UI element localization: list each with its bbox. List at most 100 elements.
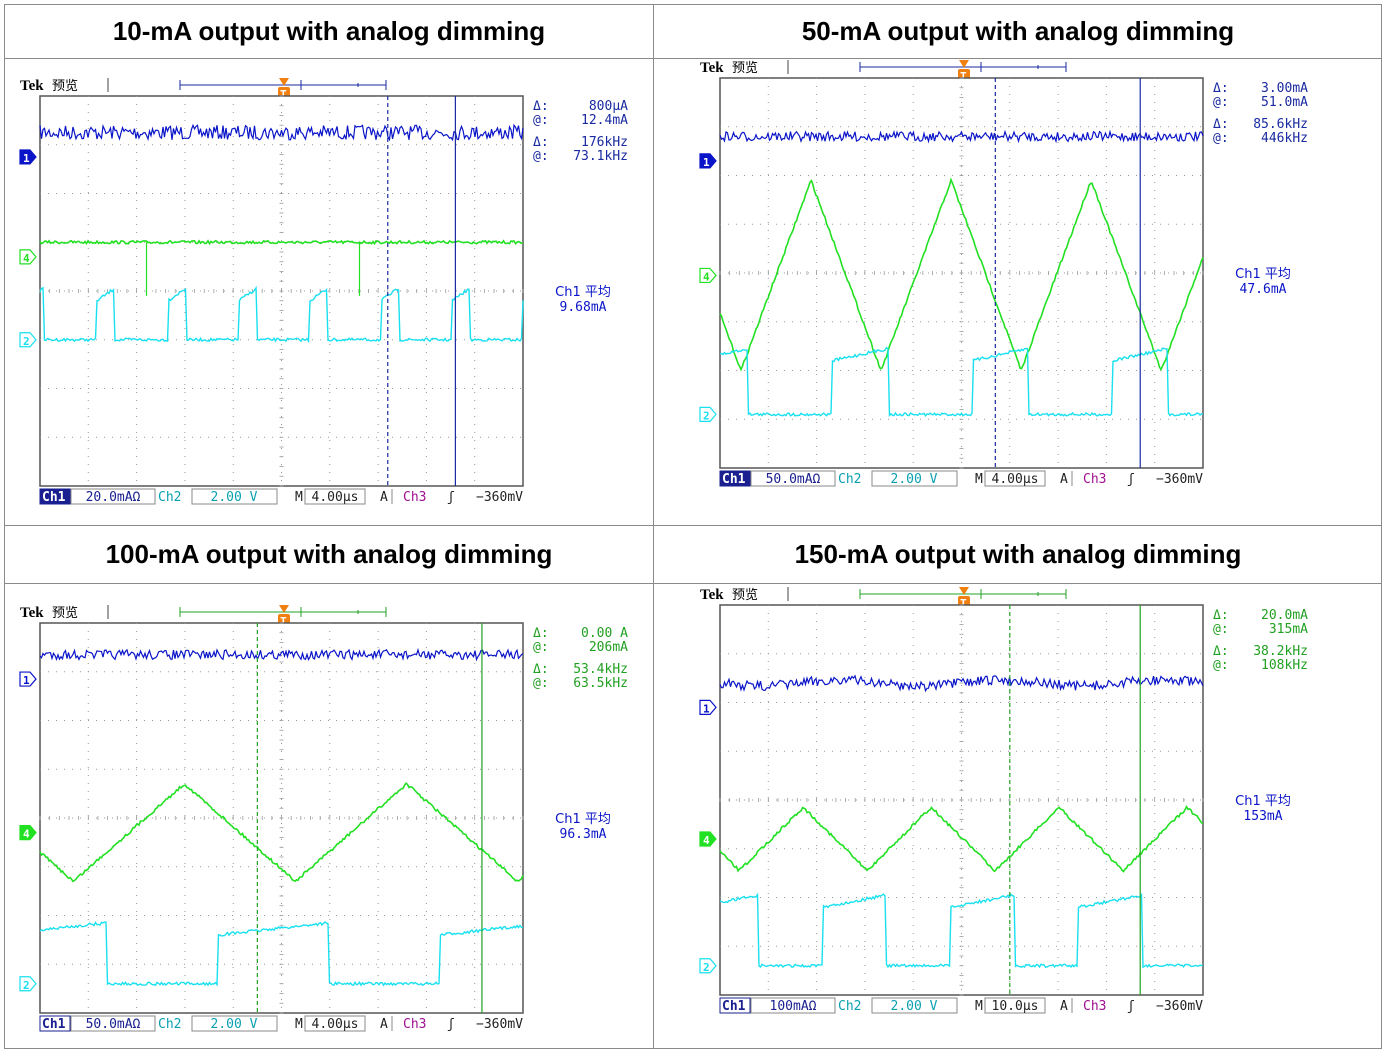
- timebase-value: 4.00µs: [992, 472, 1039, 487]
- ch2-scale-box: [871, 997, 958, 1014]
- timebase-value: 4.00µs: [312, 490, 359, 505]
- cursor-at-label: @:: [1213, 622, 1229, 637]
- ch2-status-label: Ch2: [838, 999, 861, 1014]
- ch4-trace: [719, 804, 1203, 873]
- brand-label: Tek: [700, 60, 724, 76]
- ch1-marker-label: 1: [23, 152, 30, 165]
- ch4-marker: [699, 267, 717, 284]
- freq-delta-label: Δ:: [1213, 644, 1229, 659]
- cursor-at-value: 12.4mA: [581, 113, 628, 128]
- ch1-scale-box: [70, 1015, 156, 1032]
- trigger-source: Ch3: [1083, 472, 1106, 487]
- ch2-status-label: Ch2: [838, 472, 861, 487]
- cursor-at-label: @:: [533, 640, 549, 655]
- freq-at-label: @:: [1213, 131, 1229, 146]
- scope-svg: Tek 预览 T 1 4 2 Δ: 0.00 A @: 206mA Δ: 53.4kHz @: 63.5k…: [19, 605, 628, 1032]
- trigger-slope-icon: ʃ: [447, 490, 455, 505]
- table-divider: [5, 583, 1381, 584]
- graticule: [719, 604, 1204, 996]
- ch2-marker-label: 2: [23, 335, 30, 348]
- freq-delta-label: Δ:: [1213, 117, 1229, 132]
- ch1-scale-value: 20.0mAΩ: [86, 490, 141, 505]
- ch4-trace: [719, 177, 1204, 372]
- ch4-marker: [19, 825, 37, 841]
- measurement-value: 9.68mA: [560, 300, 607, 315]
- mode-label: 预览: [732, 60, 758, 76]
- freq-at-label: @:: [533, 676, 549, 691]
- ch1-trace: [719, 674, 1204, 693]
- mode-label: 预览: [52, 605, 78, 621]
- record-length-bar: [859, 62, 1067, 72]
- graticule: [719, 77, 1204, 469]
- ch4-marker-label: 4: [703, 270, 710, 283]
- freq-at-value: 108kHz: [1261, 658, 1308, 673]
- scope-svg: Tek 预览 T 1 4 2 Δ: 20.0mA @: 315mA Δ: 38.2kHz @: 108kH…: [699, 587, 1308, 1014]
- ch1-scale-value: 100mAΩ: [770, 999, 817, 1014]
- acq-label: A: [380, 490, 388, 505]
- measurement-label: Ch1 平均: [1235, 267, 1291, 282]
- ch2-scale-box: [871, 470, 958, 487]
- trigger-position-icon: [279, 605, 289, 613]
- trigger-position-icon: [279, 78, 289, 86]
- acq-label: A: [1060, 999, 1068, 1014]
- trigger-source: Ch3: [403, 1017, 426, 1032]
- ch2-marker-label: 2: [23, 979, 30, 992]
- ch2-marker: [19, 976, 37, 992]
- ch2-marker: [699, 958, 717, 974]
- ch2-trace: [719, 892, 1204, 969]
- ch2-scale-box: [191, 488, 278, 505]
- freq-at-label: @:: [1213, 658, 1229, 673]
- ch1-status-label: Ch1: [42, 1017, 66, 1032]
- freq-at-value: 446kHz: [1261, 131, 1308, 146]
- measurement-label: Ch1 平均: [555, 285, 611, 300]
- ch1-status-box: [719, 470, 751, 487]
- timebase-value: 4.00µs: [312, 1017, 359, 1032]
- brand-label: Tek: [20, 78, 44, 94]
- graticule: [39, 622, 524, 1014]
- panel-title: 50-mA output with analog dimming: [801, 16, 1235, 46]
- table-divider-middle: [5, 525, 1381, 526]
- freq-delta-value: 38.2kHz: [1253, 644, 1308, 659]
- panel-title: 150-mA output with analog dimming: [794, 539, 1242, 569]
- oscilloscope-screen: Tek 预览 T 1 4 2 Δ: 800µA @: 12.4mA Δ: 176kHz @: 73.1kH…: [18, 74, 636, 519]
- ch4-trace: [39, 239, 524, 246]
- ch1-scale-box: [750, 997, 836, 1014]
- ch2-status-label: Ch2: [158, 490, 181, 505]
- acq-label: A: [1060, 472, 1068, 487]
- cursor-delta-value: 3.00mA: [1261, 81, 1308, 96]
- trigger-label: T: [960, 70, 967, 83]
- figure-table: 10-mA output with analog dimming 50-mA o…: [4, 4, 1382, 1049]
- measurement-value: 153mA: [1243, 809, 1282, 824]
- trigger-label: T: [280, 615, 287, 628]
- ch2-marker: [699, 406, 717, 422]
- ch1-marker: [19, 149, 37, 165]
- timebase-prefix: M: [295, 490, 303, 505]
- ch4-marker-label: 4: [703, 834, 710, 847]
- cursor-at-value: 315mA: [1269, 622, 1308, 637]
- scope-svg: Tek 预览 T 1 4 2 Δ: 800µA @: 12.4mA Δ: 176kHz @: 73.1kH…: [19, 78, 628, 505]
- trigger-level: −360mV: [476, 1017, 523, 1032]
- trigger-source: Ch3: [403, 490, 426, 505]
- ch2-marker-label: 2: [703, 961, 710, 974]
- measurement-value: 96.3mA: [560, 827, 607, 842]
- ch2-status-label: Ch2: [158, 1017, 181, 1032]
- timebase-prefix: M: [295, 1017, 303, 1032]
- trigger-slope-icon: ʃ: [1127, 472, 1135, 487]
- cursor-delta-label: Δ:: [533, 99, 549, 114]
- ch1-scale-value: 50.0mAΩ: [86, 1017, 141, 1032]
- freq-delta-value: 176kHz: [581, 135, 628, 150]
- oscilloscope-screen: Tek 预览 T 1 4 2 Δ: 3.00mA @: 51.0mA Δ: 85.6kHz @: 446k…: [698, 56, 1316, 501]
- ch2-scale-value: 2.00 V: [211, 1017, 258, 1032]
- ch2-trace: [39, 921, 524, 987]
- trigger-source: Ch3: [1083, 999, 1106, 1014]
- ch1-trace: [719, 129, 1204, 144]
- trigger-position-icon: [959, 587, 969, 595]
- acq-label: A: [380, 1017, 388, 1032]
- ch1-scale-value: 50.0mAΩ: [766, 472, 821, 487]
- table-divider-vertical: [653, 5, 654, 1048]
- oscilloscope-screen: Tek 预览 T 1 4 2 Δ: 0.00 A @: 206mA Δ: 53.4kHz @: 63.5k…: [18, 601, 636, 1046]
- panel-title: 10-mA output with analog dimming: [112, 16, 546, 46]
- ch1-trace: [39, 647, 524, 662]
- cursor-delta-label: Δ:: [1213, 608, 1229, 623]
- panel-title: 100-mA output with analog dimming: [105, 539, 553, 569]
